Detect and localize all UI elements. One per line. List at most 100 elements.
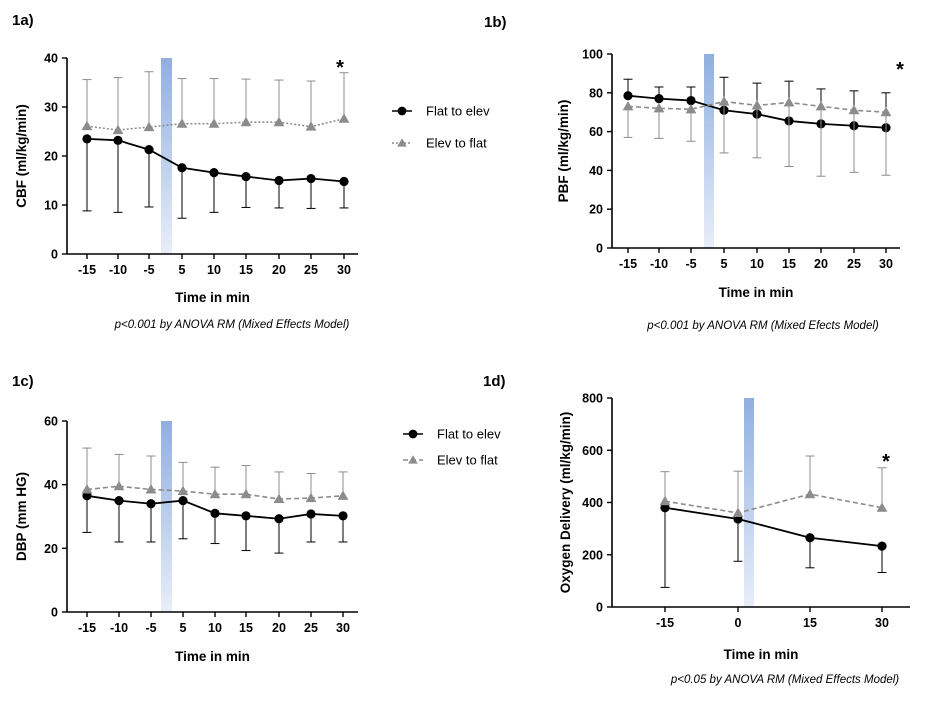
y-tick-label: 200 [582, 548, 603, 562]
legend-label-elev-to-flat: Elev to flat [437, 453, 498, 468]
panel-label: 1d) [483, 373, 506, 390]
x-tick-label: 30 [875, 616, 889, 630]
y-tick-label: 60 [44, 415, 58, 429]
y-tick-label: 60 [589, 125, 603, 139]
data-point-flat-to-elev [146, 499, 156, 509]
data-point-elev-to-flat [653, 102, 665, 113]
x-tick-label: -15 [78, 263, 96, 277]
data-point-flat-to-elev [686, 95, 696, 106]
y-tick-label: 20 [44, 150, 58, 164]
x-tick-label: 15 [239, 263, 253, 277]
data-point-elev-to-flat [177, 485, 189, 496]
data-point-elev-to-flat [208, 118, 220, 128]
chart-panel: 1b) 0 20 40 60 80 100 -15 -10 -5 5 10 15 20 25 30 Time i… [484, 14, 904, 332]
stats-note: p<0.001 by ANOVA RM (Mixed Effects Model… [114, 319, 350, 331]
y-tick-label: 800 [582, 392, 603, 406]
data-point-elev-to-flat [848, 104, 860, 115]
data-point-elev-to-flat [113, 480, 125, 491]
data-point-flat-to-elev [805, 533, 815, 543]
series-flat-to-elev [82, 134, 349, 219]
x-tick-label: -15 [619, 257, 637, 271]
x-axis-title: Time in min [175, 290, 250, 305]
data-point-elev-to-flat [81, 484, 93, 494]
data-point-elev-to-flat [273, 493, 285, 504]
y-tick-label: 80 [589, 86, 603, 100]
data-point-flat-to-elev [306, 173, 316, 184]
data-point-elev-to-flat [337, 490, 349, 500]
series-elev-to-flat [81, 71, 350, 135]
x-axis-title: Time in min [724, 647, 799, 662]
significance-marker: * [882, 451, 890, 473]
x-axis-title: Time in min [719, 285, 794, 300]
data-point-elev-to-flat [240, 488, 252, 499]
series-elev-to-flat [659, 455, 888, 517]
chart-panel: 1a) 0 10 20 30 40 -15 -10 -5 5 10 15 20 25 30 Time in m… [12, 12, 490, 331]
data-point-elev-to-flat [732, 507, 744, 517]
series-elev-to-flat [81, 447, 349, 504]
significance-marker: * [896, 59, 904, 81]
legend-label-elev-to-flat: Elev to flat [426, 136, 487, 151]
y-axis-title: PBF (ml/kg/min) [556, 100, 571, 203]
legend-label-flat-to-elev: Flat to elev [426, 104, 490, 119]
panel-label: 1c) [12, 373, 34, 390]
stats-note: p<0.05 by ANOVA RM (Mixed Effects Model) [670, 674, 899, 686]
x-tick-label: 15 [803, 616, 817, 630]
y-axis-title: Oxygen Delivery (ml/kg/min) [558, 412, 573, 594]
data-point-flat-to-elev [660, 503, 670, 513]
data-point-elev-to-flat [880, 106, 892, 117]
legend-marker-flat-to-elev [397, 106, 407, 116]
panel-label: 1a) [12, 12, 34, 29]
legend: Flat to elev Elev to flat [392, 104, 490, 151]
data-point-flat-to-elev [241, 171, 251, 182]
y-tick-label: 30 [44, 101, 58, 115]
data-point-elev-to-flat [143, 121, 155, 132]
y-tick-label: 20 [44, 542, 58, 556]
data-point-flat-to-elev [178, 495, 188, 506]
x-tick-label: -5 [143, 263, 154, 277]
x-tick-label: -10 [109, 263, 127, 277]
data-point-flat-to-elev [177, 163, 187, 173]
data-point-flat-to-elev [338, 511, 348, 521]
series-flat-to-elev [82, 491, 348, 554]
x-tick-label: 25 [847, 257, 861, 271]
data-point-flat-to-elev [82, 134, 92, 144]
x-tick-label: 5 [180, 621, 187, 635]
data-point-flat-to-elev [209, 168, 219, 178]
data-point-elev-to-flat [81, 120, 93, 131]
data-point-elev-to-flat [815, 100, 827, 111]
x-tick-label: -10 [650, 257, 668, 271]
stats-note: p<0.001 by ANOVA RM (Mixed Efects Model) [646, 320, 879, 332]
y-tick-label: 40 [44, 478, 58, 492]
series-line-elev-to-flat [664, 493, 883, 514]
series-line-elev-to-flat [86, 117, 345, 131]
y-axis-title: CBF (ml/kg/min) [14, 104, 29, 208]
x-tick-label: -15 [78, 621, 96, 635]
series-flat-to-elev [660, 503, 887, 588]
data-point-elev-to-flat [112, 124, 124, 135]
x-tick-label: 25 [304, 621, 318, 635]
y-tick-label: 0 [596, 242, 603, 256]
intervention-band [704, 54, 714, 248]
data-point-elev-to-flat [273, 116, 285, 127]
data-point-flat-to-elev [339, 176, 349, 187]
data-point-flat-to-elev [144, 145, 154, 155]
x-tick-label: 15 [782, 257, 796, 271]
y-tick-label: 40 [44, 52, 58, 66]
legend-marker-elev-to-flat [408, 455, 418, 464]
data-point-flat-to-elev [274, 514, 284, 524]
x-tick-label: -15 [656, 616, 674, 630]
data-point-flat-to-elev [877, 541, 887, 551]
x-axis-title: Time in min [175, 649, 250, 664]
data-point-elev-to-flat [209, 488, 221, 499]
legend-marker-elev-to-flat [397, 138, 407, 147]
data-point-elev-to-flat [804, 488, 816, 499]
x-tick-label: 10 [750, 257, 764, 271]
series-elev-to-flat [622, 96, 892, 177]
data-point-elev-to-flat [145, 484, 157, 494]
x-tick-label: 20 [814, 257, 828, 271]
x-tick-label: 30 [336, 621, 350, 635]
legend-marker-flat-to-elev [408, 429, 418, 439]
data-point-elev-to-flat [622, 100, 634, 111]
x-tick-label: 10 [207, 263, 221, 277]
data-point-elev-to-flat [305, 492, 317, 503]
